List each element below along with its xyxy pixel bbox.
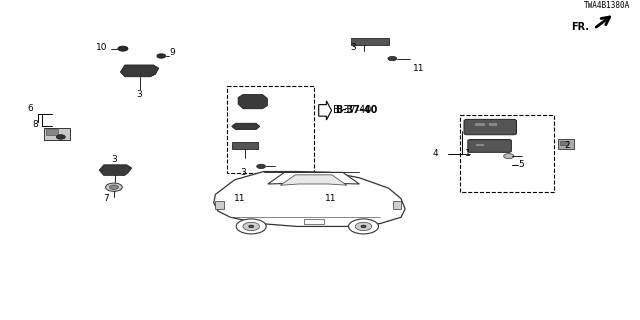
- Text: FR.: FR.: [572, 22, 589, 32]
- Text: 10: 10: [96, 43, 108, 52]
- FancyBboxPatch shape: [468, 140, 511, 152]
- Bar: [227, 86, 314, 173]
- Text: 3: 3: [137, 90, 142, 99]
- Bar: [475, 143, 484, 146]
- Circle shape: [157, 54, 166, 58]
- Circle shape: [236, 219, 266, 234]
- Polygon shape: [238, 94, 268, 109]
- Text: 9: 9: [170, 48, 175, 57]
- Bar: [488, 122, 497, 126]
- Bar: [216, 201, 224, 209]
- Circle shape: [106, 183, 122, 191]
- Text: 11: 11: [413, 64, 424, 73]
- Circle shape: [388, 56, 397, 61]
- Polygon shape: [268, 172, 360, 184]
- Text: 11: 11: [325, 194, 337, 203]
- Bar: [460, 115, 554, 192]
- Bar: [560, 141, 568, 145]
- Bar: [474, 122, 485, 126]
- Bar: [232, 142, 258, 149]
- Bar: [393, 201, 401, 209]
- Polygon shape: [99, 165, 132, 175]
- Bar: [46, 129, 58, 135]
- Text: TWA4B1380A: TWA4B1380A: [584, 1, 630, 10]
- Text: 2: 2: [564, 141, 570, 150]
- Bar: [351, 38, 389, 45]
- Circle shape: [349, 219, 378, 234]
- Text: 8: 8: [33, 120, 38, 129]
- Circle shape: [56, 135, 65, 139]
- Polygon shape: [232, 123, 260, 130]
- FancyBboxPatch shape: [464, 119, 516, 135]
- Bar: [558, 139, 574, 149]
- Polygon shape: [280, 175, 347, 185]
- Text: 1: 1: [465, 149, 470, 158]
- Circle shape: [361, 225, 366, 228]
- Text: 4: 4: [433, 149, 438, 158]
- Text: 3: 3: [111, 156, 116, 164]
- Text: B-37-40: B-37-40: [333, 105, 371, 116]
- Text: 3: 3: [350, 43, 356, 52]
- Text: 5: 5: [518, 160, 524, 169]
- Polygon shape: [214, 172, 405, 227]
- Circle shape: [257, 164, 266, 169]
- Circle shape: [504, 154, 514, 159]
- Circle shape: [109, 185, 118, 189]
- Circle shape: [118, 46, 128, 51]
- Polygon shape: [319, 101, 332, 120]
- Circle shape: [249, 225, 253, 228]
- Circle shape: [243, 222, 260, 231]
- Bar: [44, 128, 70, 140]
- Circle shape: [355, 222, 372, 231]
- Polygon shape: [120, 65, 159, 77]
- Text: B-37-40: B-37-40: [335, 105, 377, 116]
- Text: 3: 3: [241, 168, 246, 177]
- Text: 7: 7: [103, 194, 108, 203]
- Text: 11: 11: [234, 194, 246, 203]
- Bar: [303, 220, 324, 223]
- Text: 6: 6: [28, 104, 33, 113]
